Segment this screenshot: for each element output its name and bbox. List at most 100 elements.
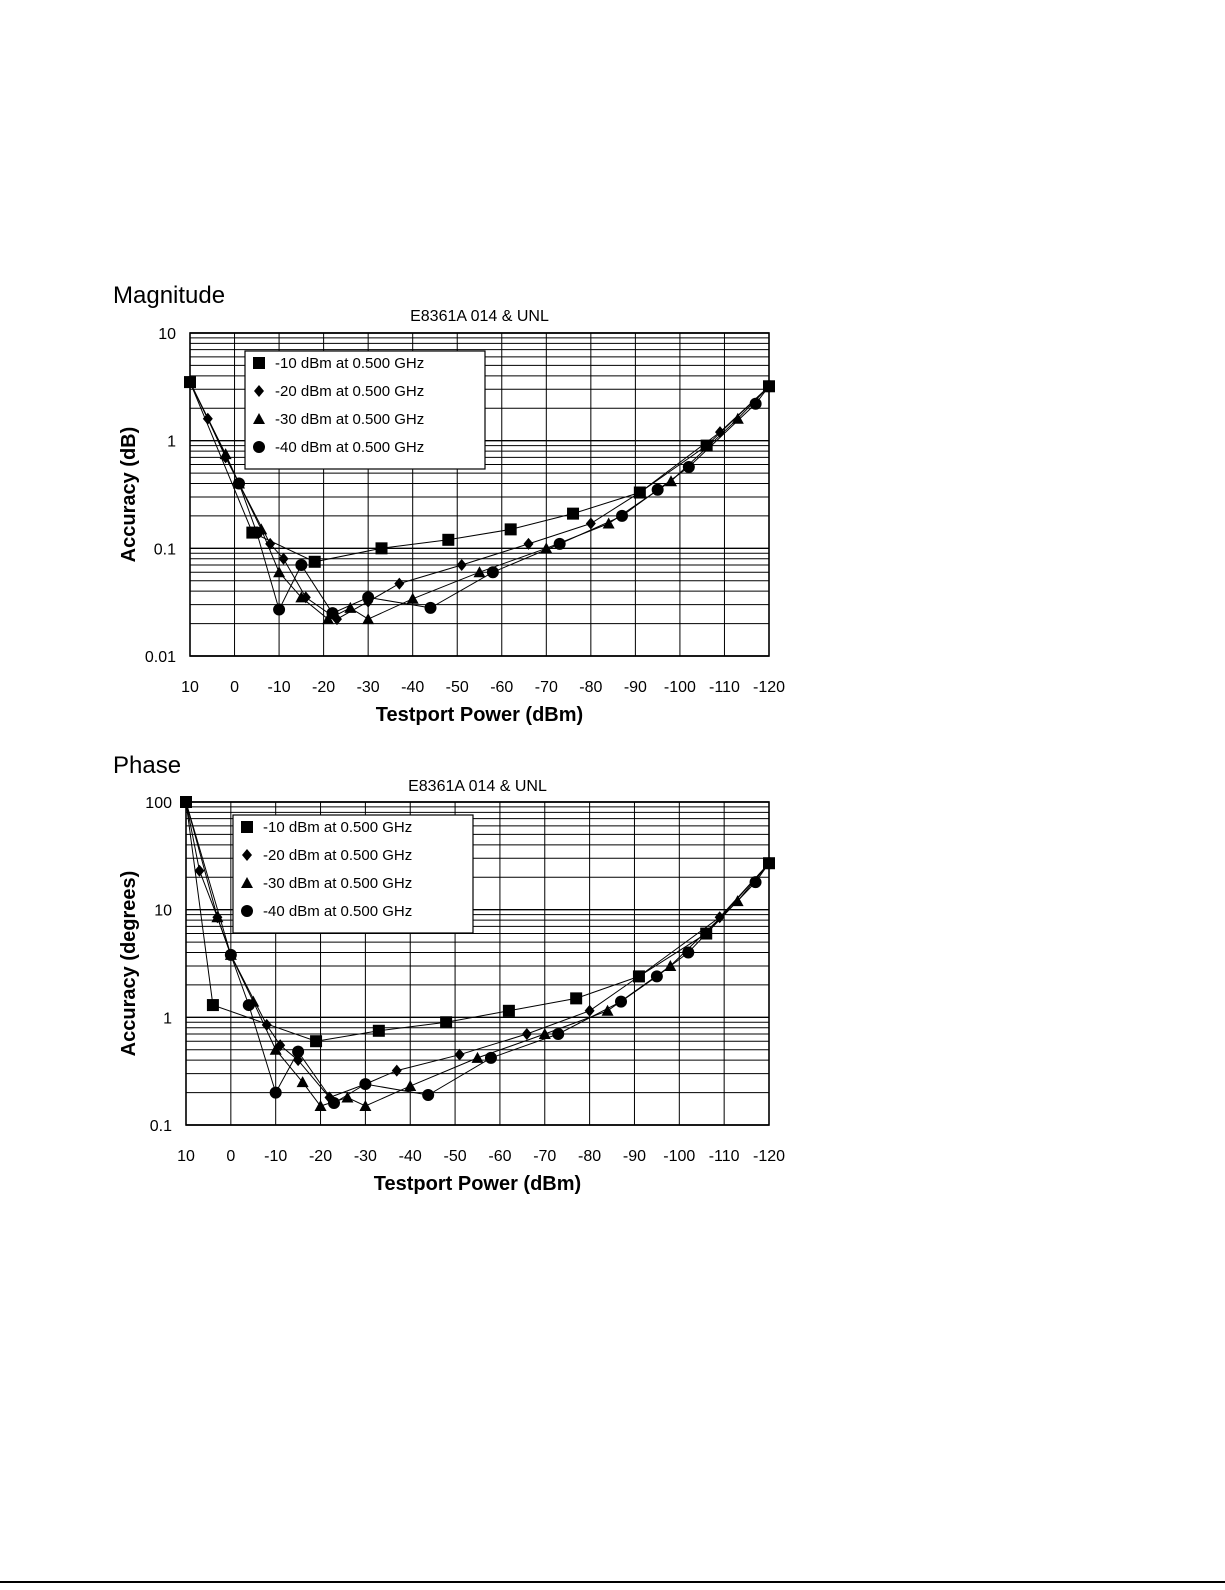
data-point-circle bbox=[362, 591, 375, 604]
plot-frame bbox=[185, 801, 770, 1126]
data-point-diamond bbox=[521, 1028, 532, 1041]
y-tick-label: 10 bbox=[154, 903, 172, 920]
data-point-diamond bbox=[391, 1064, 402, 1077]
data-point-circle bbox=[184, 376, 196, 389]
legend-marker-triangle bbox=[253, 413, 265, 424]
y-tick-label: 100 bbox=[145, 795, 172, 812]
data-point-circle bbox=[327, 1097, 340, 1110]
data-point-square bbox=[206, 999, 219, 1012]
y-tick-label: 10 bbox=[158, 326, 176, 343]
data-point-triangle bbox=[359, 1100, 372, 1112]
data-point-circle bbox=[273, 603, 286, 616]
y-tick-label: 1 bbox=[163, 1010, 172, 1027]
data-point-circle bbox=[295, 559, 308, 572]
y-tick-label: 0.01 bbox=[145, 649, 176, 666]
data-point-square bbox=[700, 439, 713, 452]
data-point-circle bbox=[682, 946, 695, 959]
y-tick-label: 0.1 bbox=[154, 541, 176, 558]
x-tick-label: -90 bbox=[623, 1148, 646, 1165]
x-tick-label: -60 bbox=[490, 679, 513, 696]
data-point-circle bbox=[424, 601, 437, 614]
data-point-diamond bbox=[194, 864, 205, 877]
x-tick-label: -70 bbox=[533, 1148, 556, 1165]
x-tick-label: -120 bbox=[753, 1148, 785, 1165]
x-tick-label: -90 bbox=[624, 679, 647, 696]
data-point-diamond bbox=[394, 577, 405, 590]
page-bottom-rule bbox=[0, 1581, 1225, 1583]
data-point-triangle bbox=[473, 566, 486, 578]
data-point-square bbox=[375, 542, 388, 555]
data-point-circle bbox=[180, 796, 192, 808]
data-point-triangle bbox=[601, 1004, 614, 1016]
data-point-circle bbox=[749, 876, 762, 889]
x-axis-label: Testport Power (dBm) bbox=[374, 1173, 581, 1195]
data-point-triangle bbox=[219, 448, 232, 460]
data-point-square bbox=[504, 523, 517, 536]
data-point-triangle bbox=[296, 1076, 309, 1088]
x-tick-label: -30 bbox=[354, 1148, 377, 1165]
data-point-diamond bbox=[585, 517, 596, 530]
plot-frame bbox=[189, 332, 770, 657]
chart-title: E8361A 014 & UNL bbox=[410, 308, 549, 325]
data-point-circle bbox=[763, 857, 775, 870]
data-point-diamond bbox=[584, 1004, 595, 1017]
legend-label: -30 dBm at 0.500 GHz bbox=[263, 875, 412, 892]
data-point-square bbox=[308, 555, 321, 568]
section-heading: Phase bbox=[113, 752, 181, 779]
x-tick-label: 10 bbox=[181, 679, 199, 696]
data-point-circle bbox=[650, 970, 663, 983]
data-point-square bbox=[440, 1016, 453, 1029]
legend-label: -10 dBm at 0.500 GHz bbox=[263, 819, 412, 836]
legend-marker-circle bbox=[241, 905, 253, 917]
x-tick-label: 0 bbox=[230, 679, 239, 696]
x-tick-label: -110 bbox=[709, 1148, 740, 1165]
legend-marker-circle bbox=[253, 441, 265, 453]
data-point-diamond bbox=[278, 552, 289, 565]
x-tick-label: -50 bbox=[444, 1148, 467, 1165]
data-point-circle bbox=[486, 566, 499, 579]
x-tick-label: -10 bbox=[268, 679, 291, 696]
y-axis-label: Accuracy (dB) bbox=[118, 427, 140, 563]
data-point-circle bbox=[422, 1088, 435, 1101]
data-point-triangle bbox=[314, 1100, 327, 1112]
x-tick-label: -110 bbox=[709, 679, 740, 696]
data-point-square bbox=[502, 1004, 515, 1017]
legend-marker-triangle bbox=[241, 877, 253, 888]
data-point-triangle bbox=[406, 592, 419, 604]
legend-label: -10 dBm at 0.500 GHz bbox=[275, 355, 424, 372]
data-point-triangle bbox=[322, 613, 335, 625]
data-point-circle bbox=[682, 460, 695, 473]
data-point-triangle bbox=[295, 591, 308, 603]
x-tick-label: -120 bbox=[753, 679, 785, 696]
x-tick-label: -40 bbox=[401, 679, 424, 696]
x-tick-label: -20 bbox=[309, 1148, 332, 1165]
legend-label: -30 dBm at 0.500 GHz bbox=[275, 411, 424, 428]
data-point-diamond bbox=[523, 537, 534, 550]
x-tick-label: -10 bbox=[264, 1148, 287, 1165]
legend-label: -20 dBm at 0.500 GHz bbox=[275, 383, 424, 400]
data-point-diamond bbox=[265, 537, 276, 550]
x-tick-label: -30 bbox=[357, 679, 380, 696]
data-point-circle bbox=[242, 999, 255, 1012]
section-heading: Magnitude bbox=[113, 282, 225, 309]
series-line-0 bbox=[189, 381, 770, 563]
chart-title: E8361A 014 & UNL bbox=[408, 778, 547, 795]
data-point-square bbox=[567, 507, 580, 520]
x-tick-label: -100 bbox=[664, 679, 696, 696]
data-point-circle bbox=[616, 509, 629, 522]
data-point-circle bbox=[269, 1086, 282, 1099]
data-point-square bbox=[570, 992, 583, 1005]
data-point-circle bbox=[359, 1078, 372, 1091]
x-tick-label: -40 bbox=[399, 1148, 422, 1165]
data-point-circle bbox=[763, 380, 775, 393]
x-tick-label: -20 bbox=[312, 679, 335, 696]
data-point-triangle bbox=[273, 566, 286, 578]
magnitude-chart: Magnitude E8361A 014 & UNL 0.01 0.1 1 10 10 0 -1… bbox=[113, 282, 785, 726]
legend-label: -40 dBm at 0.500 GHz bbox=[263, 903, 412, 920]
data-point-circle bbox=[749, 397, 762, 410]
data-point-triangle bbox=[341, 1091, 354, 1103]
legend-marker-square bbox=[241, 821, 253, 833]
legend-marker-diamond bbox=[242, 849, 252, 861]
